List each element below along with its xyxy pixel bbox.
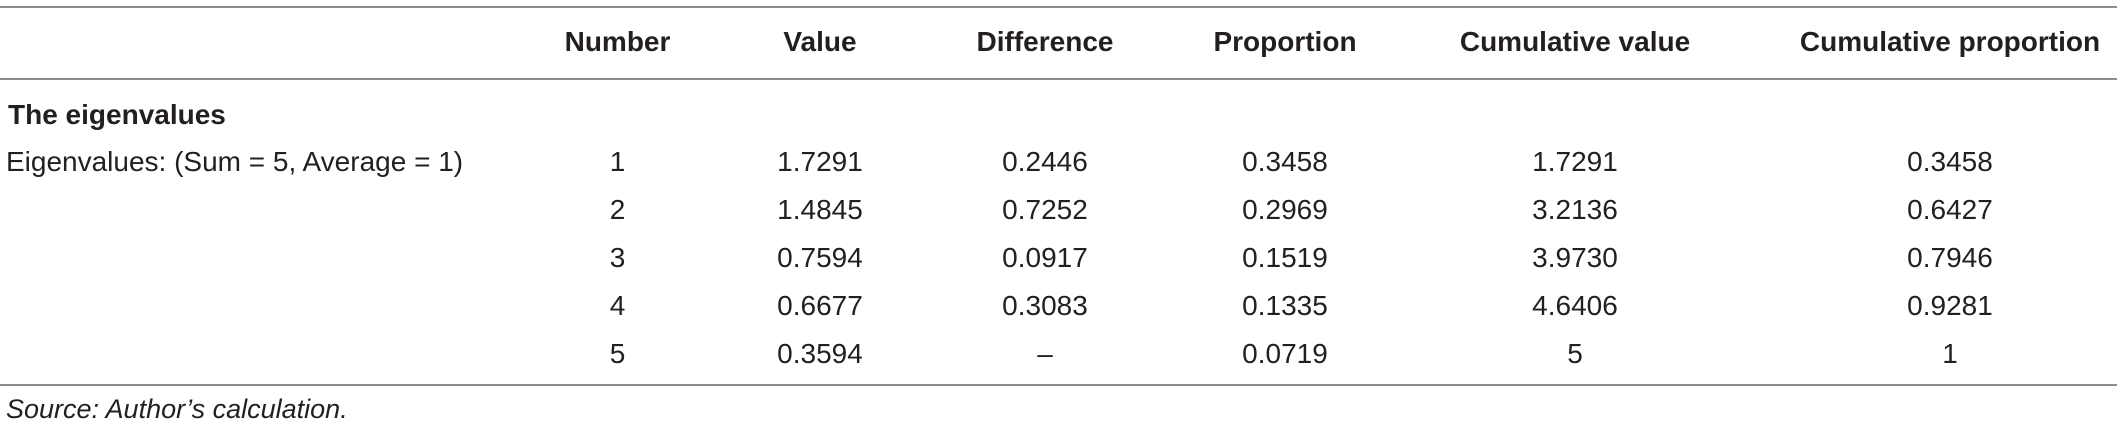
header-number: Number bbox=[564, 26, 671, 57]
cell-number: 2 bbox=[609, 194, 626, 225]
table-row: Eigenvalues: (Sum = 5, Average = 1) 1 1.… bbox=[0, 138, 2117, 186]
cell-cumulative-proportion: 0.6427 bbox=[1907, 194, 1993, 225]
cell-number: 1 bbox=[609, 146, 626, 177]
cell-value: 1.7291 bbox=[777, 146, 863, 177]
cell-cumulative-value: 3.9730 bbox=[1532, 242, 1618, 273]
table-row: 5 0.3594 – 0.0719 5 1 bbox=[0, 330, 2117, 378]
table-header-rule bbox=[0, 78, 2117, 80]
cell-number: 4 bbox=[609, 290, 626, 321]
cell-difference: 0.0917 bbox=[1002, 242, 1088, 273]
cell-difference: 0.3083 bbox=[1002, 290, 1088, 321]
cell-proportion: 0.0719 bbox=[1242, 338, 1328, 369]
table-header-row: Number Value Difference Proportion Cumul… bbox=[0, 6, 2117, 78]
header-difference: Difference bbox=[976, 26, 1114, 57]
cell-cumulative-value: 3.2136 bbox=[1532, 194, 1618, 225]
table-top-rule bbox=[0, 6, 2117, 8]
cell-number: 3 bbox=[609, 242, 626, 273]
cell-cumulative-proportion: 0.9281 bbox=[1907, 290, 1993, 321]
cell-cumulative-proportion: 0.7946 bbox=[1907, 242, 1993, 273]
cell-value: 0.7594 bbox=[777, 242, 863, 273]
cell-proportion: 0.1519 bbox=[1242, 242, 1328, 273]
table-row: 2 1.4845 0.7252 0.2969 3.2136 0.6427 bbox=[0, 186, 2117, 234]
cell-difference: 0.7252 bbox=[1002, 194, 1088, 225]
cell-cumulative-value: 5 bbox=[1567, 338, 1583, 369]
cell-proportion: 0.1335 bbox=[1242, 290, 1328, 321]
cell-cumulative-proportion: 1 bbox=[1942, 338, 1958, 369]
table-source-note: Source: Author’s calculation. bbox=[6, 394, 348, 424]
header-value: Value bbox=[783, 26, 857, 57]
header-proportion: Proportion bbox=[1213, 26, 1357, 57]
cell-cumulative-value: 4.6406 bbox=[1532, 290, 1618, 321]
section-title: The eigenvalues bbox=[8, 99, 226, 130]
header-cumulative-value: Cumulative value bbox=[1459, 26, 1691, 57]
cell-proportion: 0.2969 bbox=[1242, 194, 1328, 225]
cell-proportion: 0.3458 bbox=[1242, 146, 1328, 177]
row-label: Eigenvalues: (Sum = 5, Average = 1) bbox=[6, 146, 464, 177]
cell-cumulative-value: 1.7291 bbox=[1532, 146, 1618, 177]
cell-difference: 0.2446 bbox=[1002, 146, 1088, 177]
cell-difference: – bbox=[1037, 338, 1053, 369]
table-row: 3 0.7594 0.0917 0.1519 3.9730 0.7946 bbox=[0, 234, 2117, 282]
cell-cumulative-proportion: 0.3458 bbox=[1907, 146, 1993, 177]
table-bottom-rule bbox=[0, 384, 2117, 386]
cell-value: 0.3594 bbox=[777, 338, 863, 369]
header-cumulative-proportion: Cumulative proportion bbox=[1799, 26, 2101, 57]
cell-number: 5 bbox=[609, 338, 626, 369]
cell-value: 0.6677 bbox=[777, 290, 863, 321]
cell-value: 1.4845 bbox=[777, 194, 863, 225]
table-row: 4 0.6677 0.3083 0.1335 4.6406 0.9281 bbox=[0, 282, 2117, 330]
